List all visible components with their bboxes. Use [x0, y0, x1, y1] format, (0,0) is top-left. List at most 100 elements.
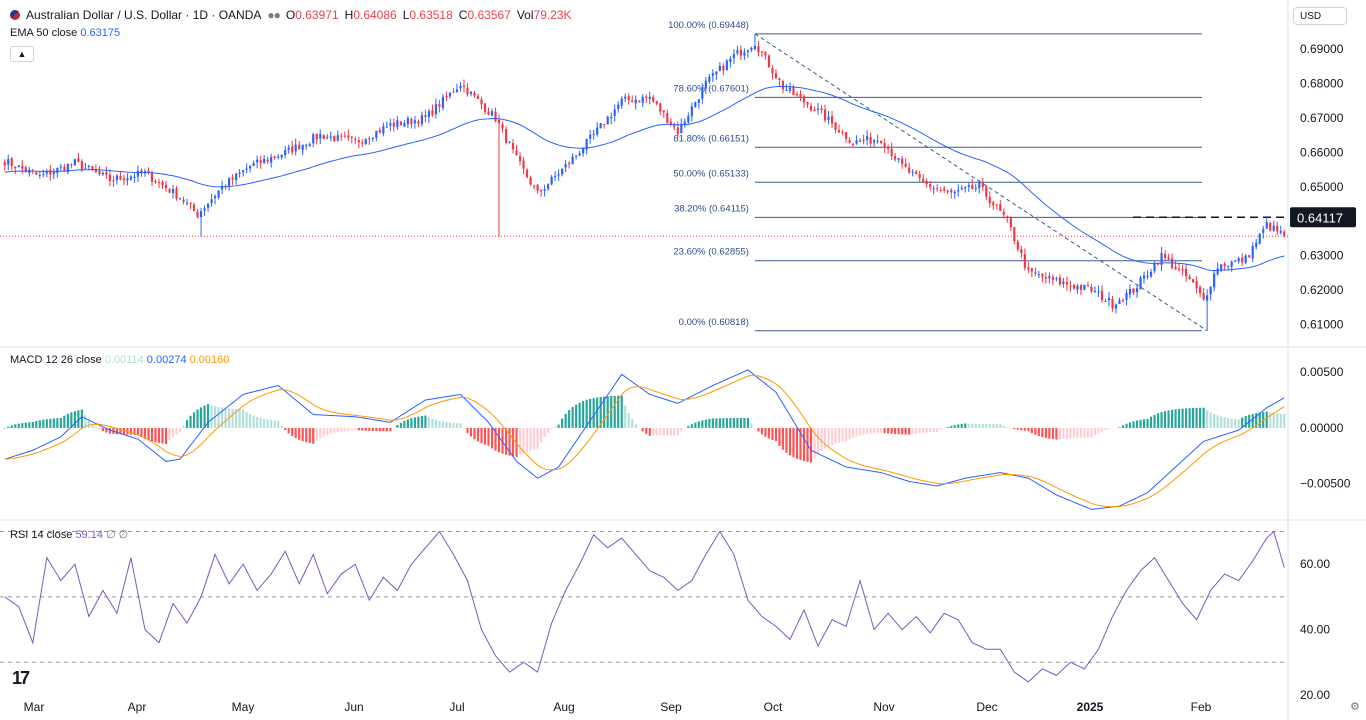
candle-body: [880, 140, 883, 143]
macd-hist-bar: [1030, 427, 1033, 434]
candle-body: [1009, 217, 1012, 228]
candle-body: [564, 164, 567, 168]
macd-hist-bar: [880, 427, 883, 433]
candle-body: [631, 100, 634, 103]
macd-hist-bar: [249, 414, 252, 428]
macd-hist-bar: [294, 427, 297, 439]
candle-body: [855, 140, 858, 144]
macd-hist-bar: [1255, 413, 1258, 428]
candle-body: [354, 138, 357, 140]
collapse-legend-button[interactable]: ▲: [10, 46, 34, 62]
candle-body: [1241, 257, 1244, 263]
candle-body: [904, 163, 907, 167]
candle-body: [743, 52, 746, 56]
macd-hist-bar: [687, 426, 690, 428]
candle-body: [315, 133, 318, 140]
macd-hist-bar: [1023, 427, 1026, 431]
ema-legend[interactable]: EMA 50 close 0.63175: [10, 27, 120, 39]
rsi-legend[interactable]: RSI 14 close 59.14 ∅ ∅: [10, 528, 128, 541]
macd-hist-bar: [371, 427, 374, 432]
more-icon[interactable]: ●●: [267, 8, 280, 22]
candle-body: [922, 179, 925, 183]
macd-hist-bar: [1114, 427, 1118, 429]
candle-body: [1055, 278, 1058, 280]
macd-hist-bar: [971, 423, 974, 428]
candle-body: [343, 135, 346, 137]
macd-hist-bar: [841, 427, 844, 442]
macd-hist-bar: [1185, 408, 1188, 428]
volume-value: 79.23K: [533, 8, 572, 22]
macd-hist-bar: [38, 420, 41, 428]
candle-body: [1097, 291, 1100, 293]
macd-hist-bar: [634, 424, 637, 428]
x-axis-label: Feb: [1191, 700, 1212, 714]
candle-body: [336, 135, 339, 141]
macd-hist-bar: [1216, 415, 1219, 428]
candle-body: [929, 184, 932, 188]
candle-body: [943, 188, 946, 191]
macd-histogram: [3, 395, 1286, 463]
macd-hist-bar: [52, 418, 55, 428]
fib-level-label: 61.80% (0.66151): [673, 133, 749, 144]
macd-hist-bar: [813, 427, 816, 458]
macd-hist-bar: [1142, 419, 1146, 428]
macd-hist-bar: [974, 423, 977, 428]
candle-body: [1234, 260, 1237, 262]
candle-body: [182, 199, 185, 202]
candles-group: [3, 33, 1286, 331]
macd-hist-bar: [908, 427, 911, 435]
macd-hist-bar: [375, 427, 378, 432]
candle-body: [673, 124, 676, 128]
macd-hist-bar: [711, 418, 714, 428]
macd-hist-bar: [452, 422, 455, 428]
macd-hist-bar: [697, 421, 700, 428]
candle-body: [249, 166, 252, 169]
macd-hist-bar: [1139, 419, 1142, 428]
macd-hist-bar: [932, 427, 935, 433]
candle-body: [98, 170, 101, 175]
macd-hist-bar: [21, 423, 24, 428]
macd-hist-bar: [3, 427, 6, 429]
macd-hist-bar: [343, 427, 346, 432]
macd-hist-bar: [242, 409, 245, 428]
symbol-title[interactable]: Australian Dollar / U.S. Dollar · 1D · O…: [26, 8, 262, 22]
candle-body: [378, 129, 381, 133]
macd-hist-bar: [501, 427, 504, 454]
macd-hist-bar: [848, 427, 851, 440]
candle-body: [901, 158, 904, 164]
macd-hist-bar: [487, 427, 490, 446]
macd-hist-bar: [1234, 419, 1237, 428]
x-axis-label: Apr: [128, 700, 147, 714]
macd-legend[interactable]: MACD 12 26 close 0.00114 0.00274 0.00160: [10, 354, 229, 366]
macd-hist-bar: [1163, 411, 1167, 428]
macd-hist-bar: [1013, 427, 1016, 430]
settings-gear-icon[interactable]: ⚙: [1350, 701, 1360, 713]
macd-hist-bar: [690, 424, 693, 428]
macd-hist-bar: [133, 427, 136, 435]
candle-body: [946, 190, 949, 192]
candle-body: [217, 190, 220, 198]
macd-hist-bar: [305, 427, 308, 443]
macd-hist-bar: [178, 427, 182, 433]
macd-hist-bar: [399, 422, 402, 428]
candle-body: [238, 172, 241, 174]
macd-hist-bar: [319, 427, 322, 439]
candle-body: [101, 173, 104, 175]
currency-select[interactable]: USD: [1293, 7, 1347, 25]
candle-body: [652, 97, 655, 102]
candle-body: [466, 87, 469, 95]
candle-body: [1258, 233, 1261, 244]
candle-body: [189, 202, 192, 204]
candle-body: [399, 121, 402, 126]
candle-body: [936, 188, 939, 190]
macd-hist-bar: [497, 427, 501, 453]
macd-hist-bar: [199, 407, 203, 428]
macd-hist-bar: [943, 427, 946, 429]
candle-body: [1153, 263, 1156, 272]
candle-body: [837, 130, 841, 133]
macd-hist-bar: [389, 427, 392, 432]
macd-hist-bar: [718, 418, 721, 428]
candle-body: [273, 156, 276, 158]
candle-body: [115, 175, 119, 181]
